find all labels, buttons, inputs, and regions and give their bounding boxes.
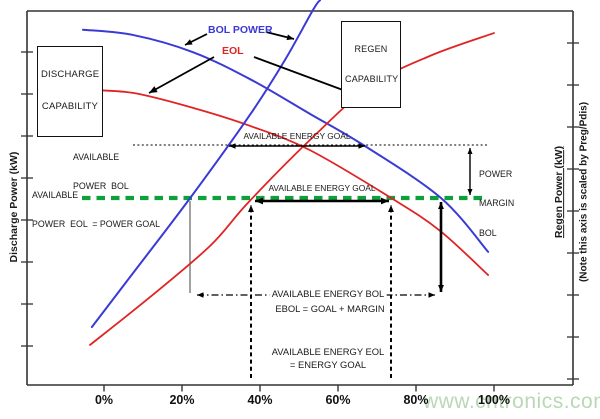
power-margin-arrow-arrowhead <box>467 189 473 195</box>
x-tick-label: 40% <box>247 393 273 407</box>
callout-arrow-eol-left-arrowhead <box>149 86 158 93</box>
regen-capability-line2: CAPABILITY <box>345 74 399 85</box>
curve-eol-regen-power-capability <box>89 32 495 346</box>
available-energy-eol-line1: AVAILABLE ENERGY EOL <box>271 346 385 357</box>
drop-solid-ebol-arrowhead <box>438 202 444 209</box>
power-margin-bol-label: POWER MARGIN BOL <box>479 168 515 238</box>
regen-capability-box: REGEN CAPABILITY <box>341 21 401 108</box>
annotation-arrow-layer <box>148 31 473 378</box>
available-energy-goal-top-label: AVAILABLE ENERGY GOAL <box>243 131 351 141</box>
energy-goal-arrow-top-arrowhead <box>358 143 365 149</box>
right-axis-note: (Note this axis is scaled by Preg/Pdis) <box>578 101 590 283</box>
x-axis-tick-labels: 0% 20% 40% 60% 80% 100% <box>0 393 600 413</box>
callout-arrow-bol-left-arrowhead <box>185 39 193 45</box>
discharge-capability-box: DISCHARGE CAPABILITY <box>37 46 103 137</box>
x-tick-label: 100% <box>478 393 510 407</box>
power-margin-arrow-arrowhead <box>467 148 473 154</box>
ebol-equation-label: EBOL = GOAL + MARGIN <box>275 303 385 314</box>
energy-goal-arrow-top-arrowhead <box>229 143 236 149</box>
bol-power-label: BOL POWER <box>208 24 273 36</box>
guide-layer <box>21 10 579 392</box>
curve-bol-discharge-power-capability <box>81 28 490 253</box>
drop-dashed-right-arrowhead <box>388 205 394 212</box>
watermark: www.cntronics.com <box>423 390 600 413</box>
x-tick-label: 0% <box>94 393 114 407</box>
energy-bol-dashdot-arrow-arrowhead <box>428 292 435 298</box>
curves-layer <box>81 0 495 346</box>
energy-goal-arrow-mid-arrowhead <box>381 197 389 205</box>
curve-eol-discharge-power-capability <box>82 89 490 276</box>
curve-bol-regen-power-capability <box>90 0 322 329</box>
energy-goal-arrow-mid-arrowhead <box>255 197 263 205</box>
available-energy-bol-label: AVAILABLE ENERGY BOL <box>269 288 387 300</box>
regen-capability-line1: REGEN <box>354 44 388 55</box>
right-axis-title: Regen Power (kW) <box>553 145 566 239</box>
available-energy-goal-mid-label: AVAILABLE ENERGY GOAL <box>268 183 376 193</box>
eol-label: EOL <box>222 45 244 57</box>
callout-arrow-eol-right <box>253 56 352 94</box>
x-tick-label: 20% <box>169 393 195 407</box>
discharge-capability-line2: CAPABILITY <box>41 101 99 113</box>
drop-dashed-left-arrowhead <box>248 205 254 212</box>
x-tick-label: 80% <box>403 393 429 407</box>
energy-bol-dashdot-arrow-arrowhead <box>197 292 204 298</box>
discharge-capability-line1: DISCHARGE <box>41 69 100 81</box>
left-axis-title: Discharge Power (kW) <box>8 151 21 263</box>
available-power-bol-label: AVAILABLE POWER BOL <box>73 151 129 192</box>
available-energy-eol-line2: = ENERGY GOAL <box>289 359 367 370</box>
x-tick-label: 60% <box>325 393 351 407</box>
available-power-eol-label: AVAILABLE POWER EOL = POWER GOAL <box>32 189 160 230</box>
callout-arrow-eol-left <box>148 56 215 94</box>
callout-arrow-bol-right-arrowhead <box>286 34 294 41</box>
drop-solid-ebol-arrowhead <box>438 285 444 292</box>
